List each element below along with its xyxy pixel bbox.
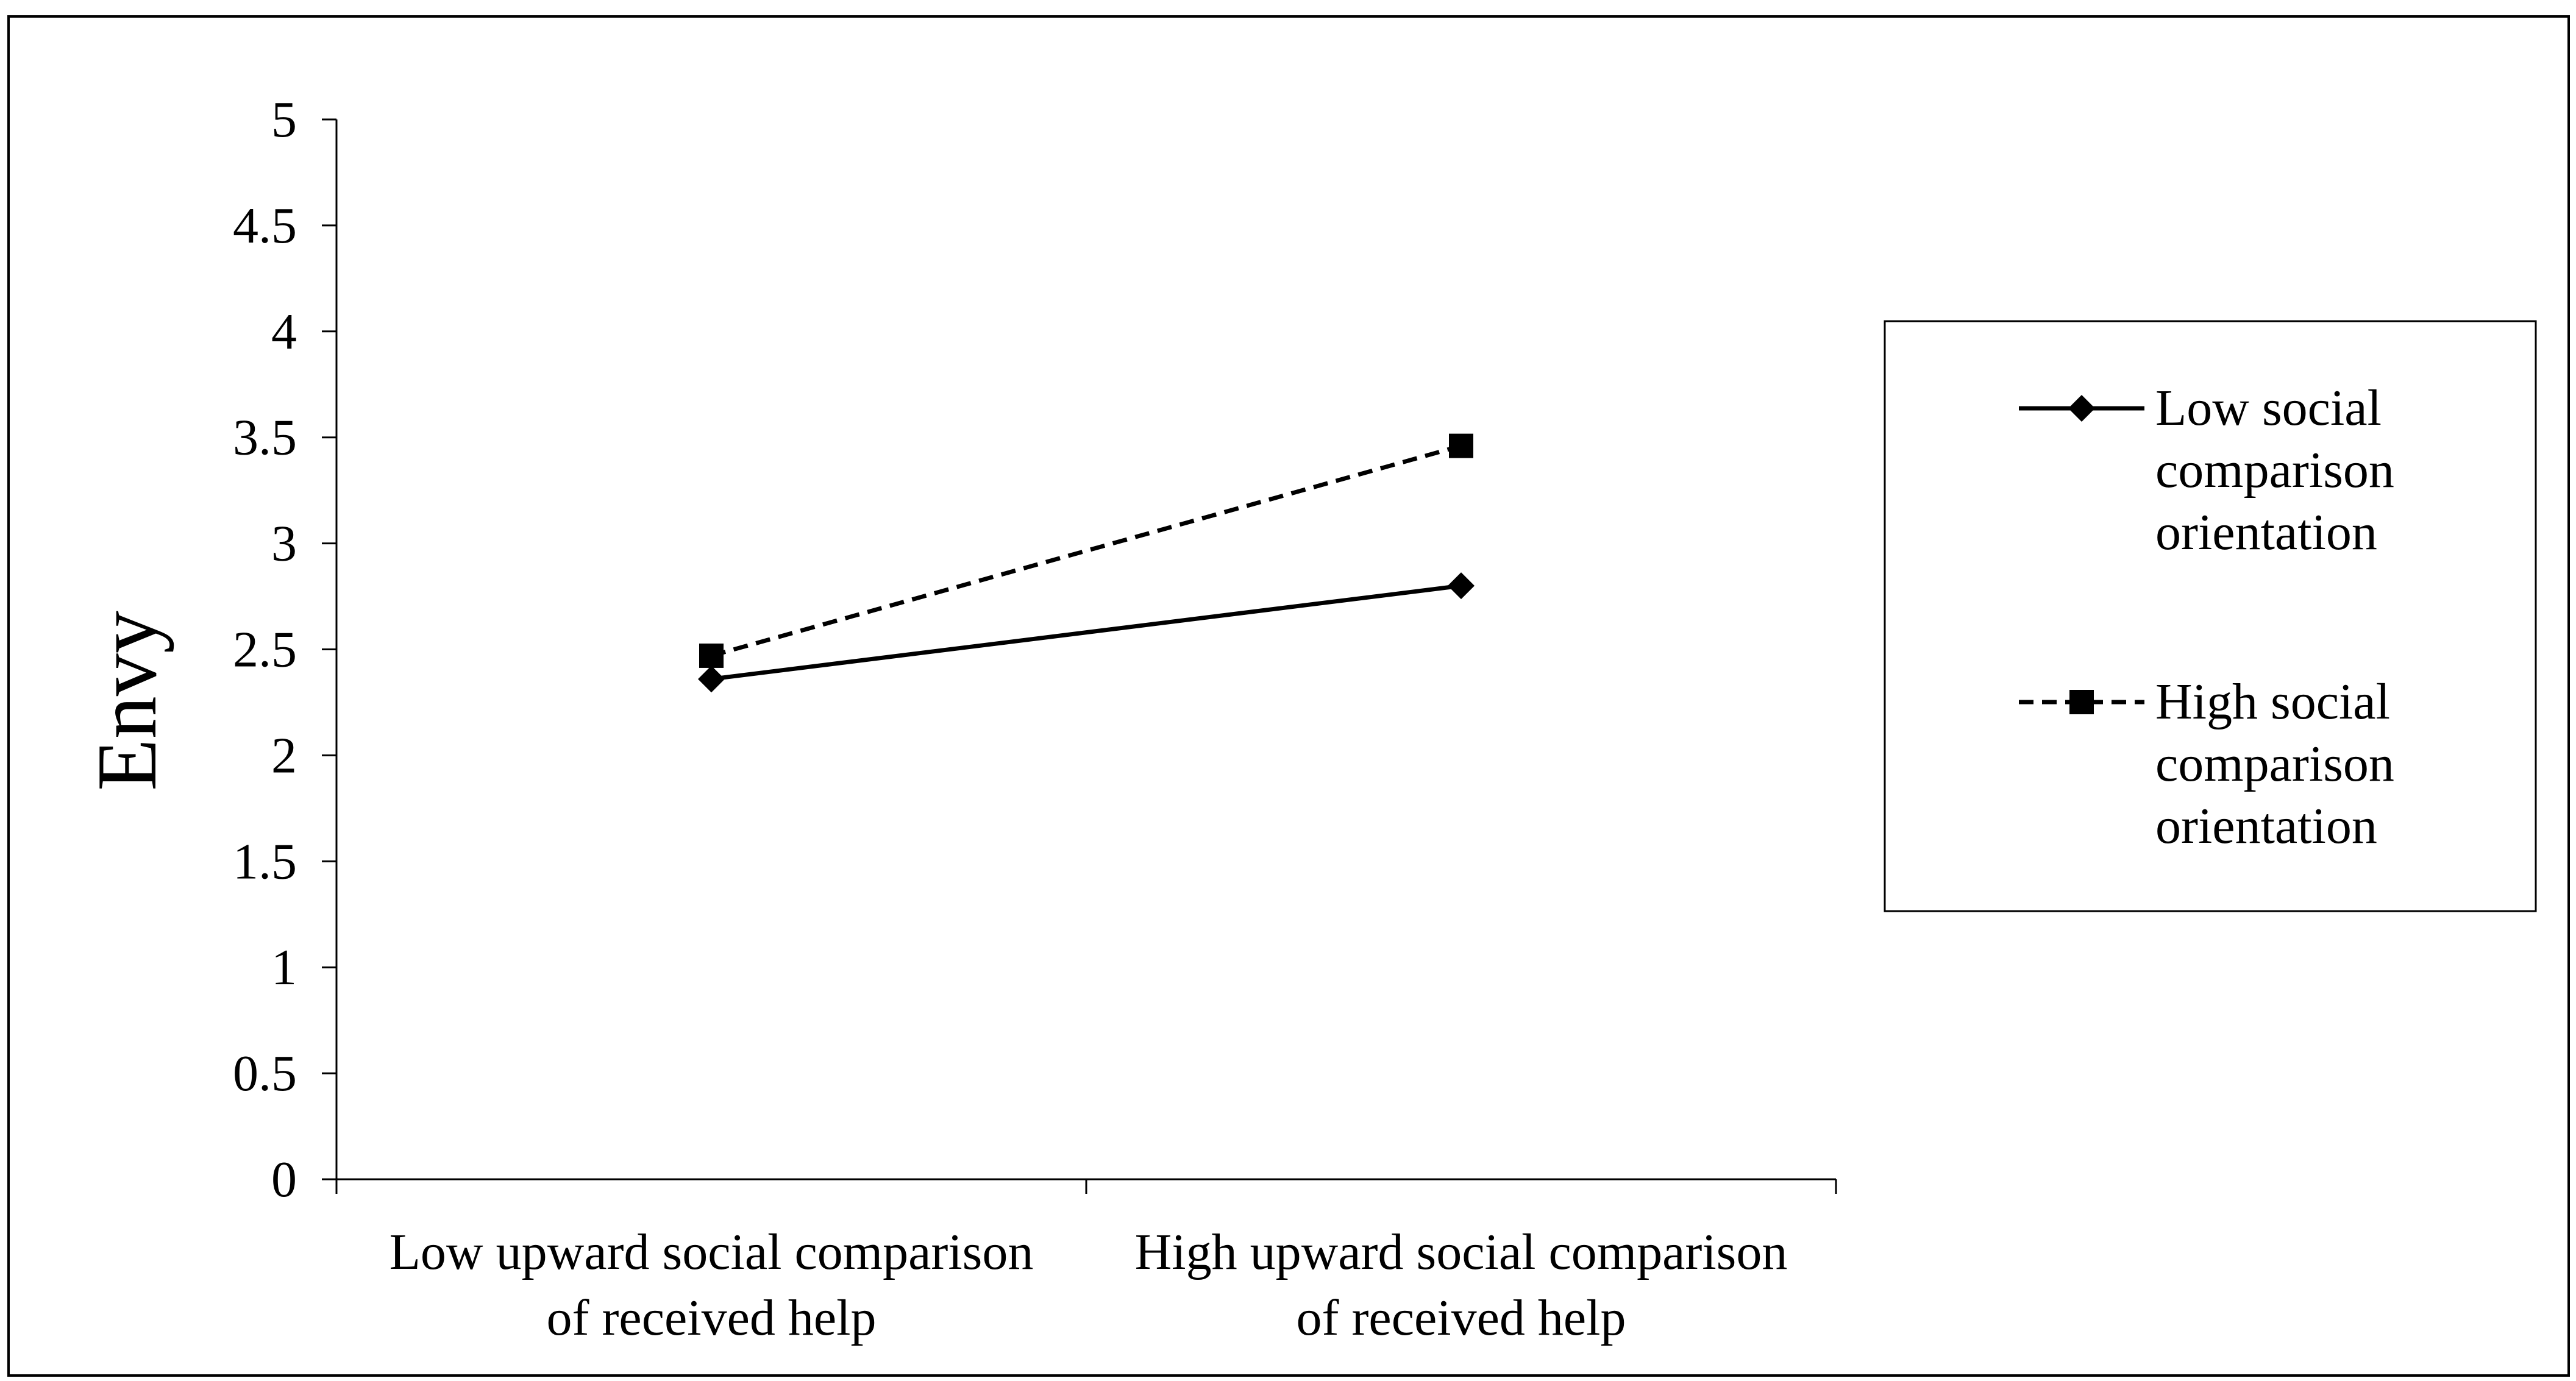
legend-label-0: Low social comparison orientation: [2155, 380, 2394, 561]
y-tick-label: 2: [271, 727, 297, 784]
series-0-point: [1448, 572, 1475, 600]
y-tick-label: 4: [271, 304, 297, 360]
series-line-1: [711, 444, 1462, 658]
y-tick-label: 0.5: [233, 1045, 297, 1102]
legend-marker-1: [2069, 690, 2094, 714]
x-axis-labels: Low upward social comparison of received …: [390, 1224, 1788, 1346]
series-1-point: [1449, 433, 1473, 458]
legend: Low social comparison orientation High soci…: [2019, 380, 2394, 854]
y-tick-label: 3.5: [233, 410, 297, 466]
y-tick-label: 1.5: [233, 833, 297, 890]
x-tick-label: High upward social comparison of received…: [1135, 1224, 1788, 1346]
y-tick-label: 5: [271, 91, 297, 148]
series-layer: [698, 433, 1475, 693]
y-tick-label: 1: [271, 939, 297, 996]
legend-box: [1884, 320, 2537, 912]
series-0-point: [698, 666, 725, 693]
series-line-0: [711, 583, 1462, 681]
series-1-point: [699, 643, 724, 668]
legend-marker-0: [2068, 395, 2095, 422]
legend-label-1: High social comparison orientation: [2155, 673, 2394, 854]
y-tick-label: 0: [271, 1151, 297, 1208]
y-tick-label: 2.5: [233, 622, 297, 678]
y-tick-label: 3: [271, 516, 297, 572]
x-tick-label: Low upward social comparison of received …: [390, 1224, 1034, 1346]
y-axis-ticks: 0 0.5 1 1.5 2 2.5 3 3.5 4 4.5 5: [233, 91, 336, 1208]
y-tick-label: 4.5: [233, 197, 297, 254]
y-axis-label: Envy: [80, 611, 174, 791]
